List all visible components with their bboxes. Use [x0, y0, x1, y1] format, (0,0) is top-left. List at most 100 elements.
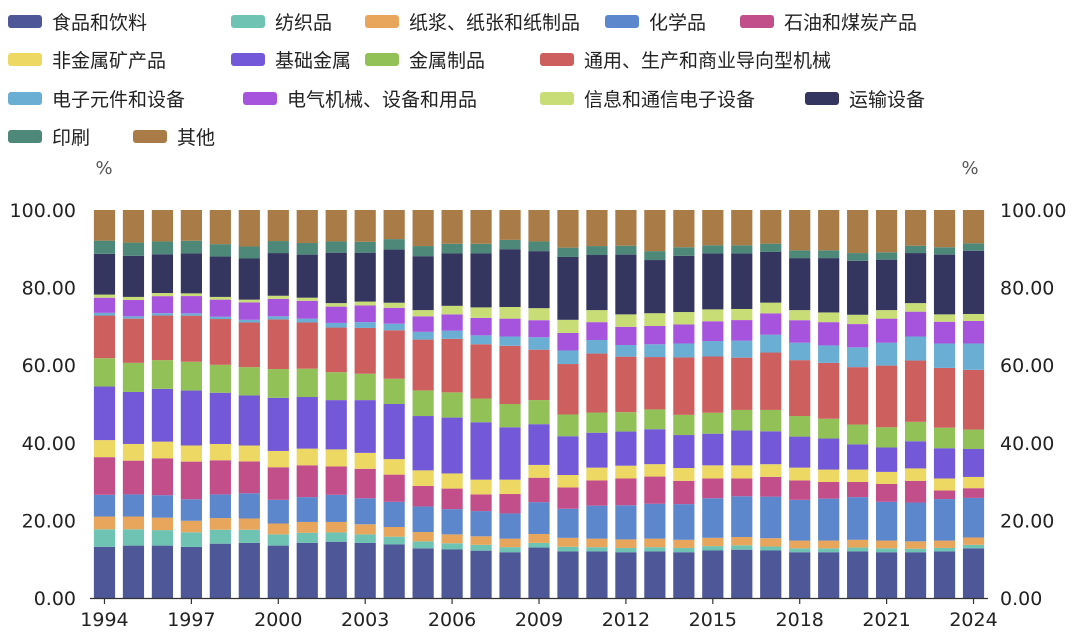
bar-segment	[644, 551, 666, 598]
legend-item[interactable]: 信息和通信电子设备	[540, 83, 755, 113]
bar-segment	[209, 210, 231, 245]
bar-segment	[731, 478, 753, 497]
y-tick-label-right: 20.00	[1000, 510, 1054, 532]
legend-item[interactable]: 印刷	[8, 121, 90, 151]
x-tick-label: 2012	[602, 609, 650, 631]
bar-segment	[760, 550, 782, 598]
legend-item[interactable]: 电子元件和设备	[8, 83, 185, 113]
bar-segment	[412, 256, 434, 311]
bar-segment	[209, 443, 231, 461]
legend-item[interactable]: 基础金属	[231, 44, 351, 74]
bar-segment	[789, 499, 811, 541]
bar-segment	[557, 508, 579, 538]
bar-segment	[296, 210, 318, 243]
legend-item[interactable]: 食品和饮料	[8, 6, 147, 36]
bar-segment	[354, 452, 376, 469]
legend-item[interactable]: 通用、生产和商业导向型机械	[540, 44, 831, 74]
bar-segment	[876, 501, 898, 541]
bar-segment	[818, 548, 840, 553]
bar-segment	[847, 547, 869, 552]
bar-segment	[470, 344, 492, 399]
bar-segment	[789, 320, 811, 343]
legend-item[interactable]: 石油和煤炭产品	[740, 6, 917, 36]
y-tick-label-right: 60.00	[1000, 355, 1054, 377]
bar-segment	[296, 297, 318, 301]
bar-segment	[412, 506, 434, 533]
legend-swatch	[243, 91, 277, 105]
bar-segment	[209, 299, 231, 317]
legend-label: 通用、生产和商业导向型机械	[584, 49, 832, 72]
bar-segment	[470, 550, 492, 598]
bar-segment	[412, 532, 434, 542]
bar-segment	[528, 477, 550, 503]
bar-segment	[93, 529, 116, 547]
legend-item[interactable]: 电气机械、设备和用品	[243, 83, 477, 113]
bar-segment	[847, 347, 869, 368]
bar-segment	[847, 324, 869, 348]
bar-segment	[702, 465, 724, 479]
bar-segment	[180, 361, 202, 391]
bar-segment	[412, 210, 434, 247]
bar-segment	[296, 465, 318, 498]
bar-segment	[325, 306, 347, 323]
bar-segment	[818, 362, 840, 419]
legend-swatch	[365, 52, 399, 66]
bar-segment	[789, 342, 811, 361]
bar-segment	[702, 253, 724, 310]
bar-segment	[586, 339, 608, 354]
bar-segment	[615, 465, 637, 479]
bar-segment	[267, 295, 289, 299]
bar-segment	[325, 400, 347, 450]
legend-item[interactable]: 金属制品	[365, 44, 485, 74]
bar-segment	[354, 252, 376, 302]
bar-segment	[238, 319, 260, 323]
bar-segment	[296, 448, 318, 466]
bar-segment	[238, 529, 260, 543]
bar-segment	[383, 330, 405, 379]
bar-segment	[847, 253, 869, 261]
bar-segment	[673, 480, 695, 505]
legend-label: 纸浆、纸张和纸制品	[409, 11, 581, 34]
y-unit-label-left: %	[95, 158, 112, 179]
bar-segment	[962, 320, 985, 344]
bar-segment	[151, 517, 174, 531]
bar-segment	[962, 369, 985, 430]
legend-item[interactable]: 纺织品	[231, 6, 332, 36]
bar-segment	[122, 443, 145, 461]
legend-item[interactable]: 其他	[133, 121, 215, 151]
bar-segment	[180, 532, 202, 547]
bar-segment	[151, 388, 174, 442]
bar-segment	[586, 467, 608, 481]
legend-label: 纺织品	[275, 11, 333, 34]
bar-segment	[702, 356, 724, 413]
bar-segment	[412, 316, 434, 332]
x-tick-label: 2006	[428, 609, 476, 631]
y-unit-label-right: %	[961, 158, 978, 179]
bar-segment	[93, 440, 116, 458]
bar-segment	[209, 316, 231, 320]
legend-item[interactable]: 化学品	[605, 6, 706, 36]
bar-segment	[441, 210, 463, 244]
bar-segment	[789, 548, 811, 553]
bar-segment	[93, 210, 116, 241]
bar-segment	[673, 547, 695, 553]
bar-segment	[325, 466, 347, 495]
bar-segment	[876, 365, 898, 428]
bar-segment	[441, 253, 463, 306]
x-tick-label: 2000	[254, 609, 302, 631]
bar-segment	[441, 543, 463, 550]
bar-segment	[615, 412, 637, 432]
bar-segment	[383, 404, 405, 460]
bar-segment	[933, 247, 956, 255]
bar-segment	[122, 516, 145, 530]
legend-item[interactable]: 非金属矿产品	[8, 44, 166, 74]
bar-segment	[238, 493, 260, 519]
bar-segment	[644, 210, 666, 252]
bar-segment	[122, 300, 145, 317]
bar-segment	[673, 210, 695, 248]
bar-segment	[673, 255, 695, 313]
bar-segment	[615, 547, 637, 553]
legend-item[interactable]: 纸浆、纸张和纸制品	[365, 6, 580, 36]
legend-item[interactable]: 运输设备	[805, 83, 925, 113]
